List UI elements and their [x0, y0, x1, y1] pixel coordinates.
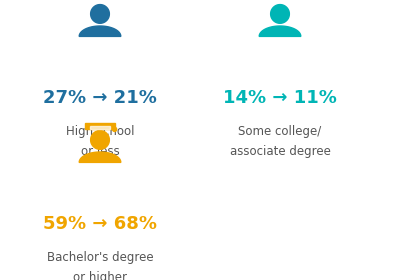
Text: 59% → 68%: 59% → 68% — [43, 215, 157, 233]
Polygon shape — [271, 4, 289, 23]
Polygon shape — [112, 127, 117, 131]
Polygon shape — [91, 4, 109, 23]
Polygon shape — [79, 26, 121, 36]
Text: Bachelor's degree: Bachelor's degree — [47, 251, 153, 264]
Text: 14% → 11%: 14% → 11% — [223, 89, 337, 107]
Polygon shape — [91, 130, 109, 149]
Text: associate degree: associate degree — [230, 145, 330, 158]
Text: High school: High school — [66, 125, 134, 138]
Polygon shape — [259, 26, 301, 36]
Text: or higher: or higher — [73, 271, 127, 280]
Polygon shape — [90, 126, 110, 129]
Text: or less: or less — [81, 145, 119, 158]
Text: Some college/: Some college/ — [238, 125, 322, 138]
Polygon shape — [79, 152, 121, 162]
Text: 27% → 21%: 27% → 21% — [43, 89, 157, 107]
Polygon shape — [85, 123, 115, 129]
